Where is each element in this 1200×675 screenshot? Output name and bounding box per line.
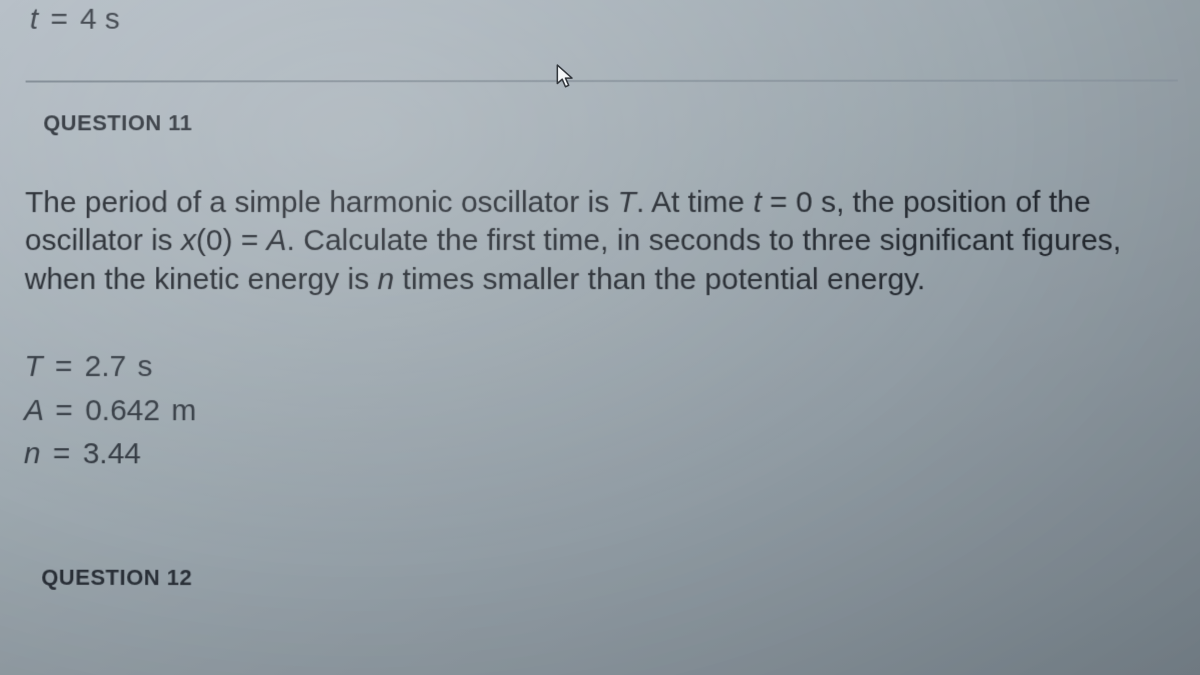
param-n-val: 3.44 <box>83 437 141 470</box>
page: t = 4 s QUESTION 11 The period of a simp… <box>0 0 1200 593</box>
param-T-val: 2.7 <box>85 350 127 383</box>
prev-answer-eq: = <box>50 3 68 36</box>
question-11-block: QUESTION 11 The period of a simple harmo… <box>24 88 1181 478</box>
param-A-eq: = <box>55 394 73 427</box>
q11-A: A <box>267 224 287 257</box>
section-divider-top <box>26 80 1178 83</box>
param-A-sym: A <box>24 394 43 427</box>
q11-x0args: (0) = <box>196 224 267 257</box>
param-A-unit: m <box>171 394 196 427</box>
q11-seg1b: . At time <box>636 186 753 219</box>
param-n-eq: = <box>53 437 71 470</box>
param-n-row: n = 3.44 <box>24 432 1181 477</box>
q11-t: t <box>753 186 761 219</box>
question-11-label: QUESTION 11 <box>43 110 1178 137</box>
prev-answer-lhs: t <box>30 3 38 36</box>
param-T-row: T = 2.7 s <box>24 345 1180 389</box>
q11-x0: x <box>181 224 196 257</box>
question-12-label: QUESTION 12 <box>41 564 1181 592</box>
param-A-row: A = 0.642 m <box>24 389 1180 434</box>
param-n-sym: n <box>24 437 41 470</box>
previous-answer-line: t = 4 s <box>26 0 1178 53</box>
question-11-parameters: T = 2.7 s A = 0.642 m n = 3.44 <box>24 345 1181 477</box>
q11-T: T <box>618 186 636 219</box>
question-11-body: The period of a simple harmonic oscillat… <box>25 184 1176 300</box>
param-T-eq: = <box>55 350 73 383</box>
param-T-unit: s <box>138 350 153 383</box>
q11-seg2b: times smaller than the potential energy. <box>394 263 925 296</box>
q11-n: n <box>377 263 394 296</box>
param-A-val: 0.642 <box>85 394 160 427</box>
prev-answer-rhs: 4 s <box>80 3 120 36</box>
q11-seg1a: The period of a simple harmonic oscillat… <box>25 186 618 219</box>
param-T-sym: T <box>24 350 42 383</box>
